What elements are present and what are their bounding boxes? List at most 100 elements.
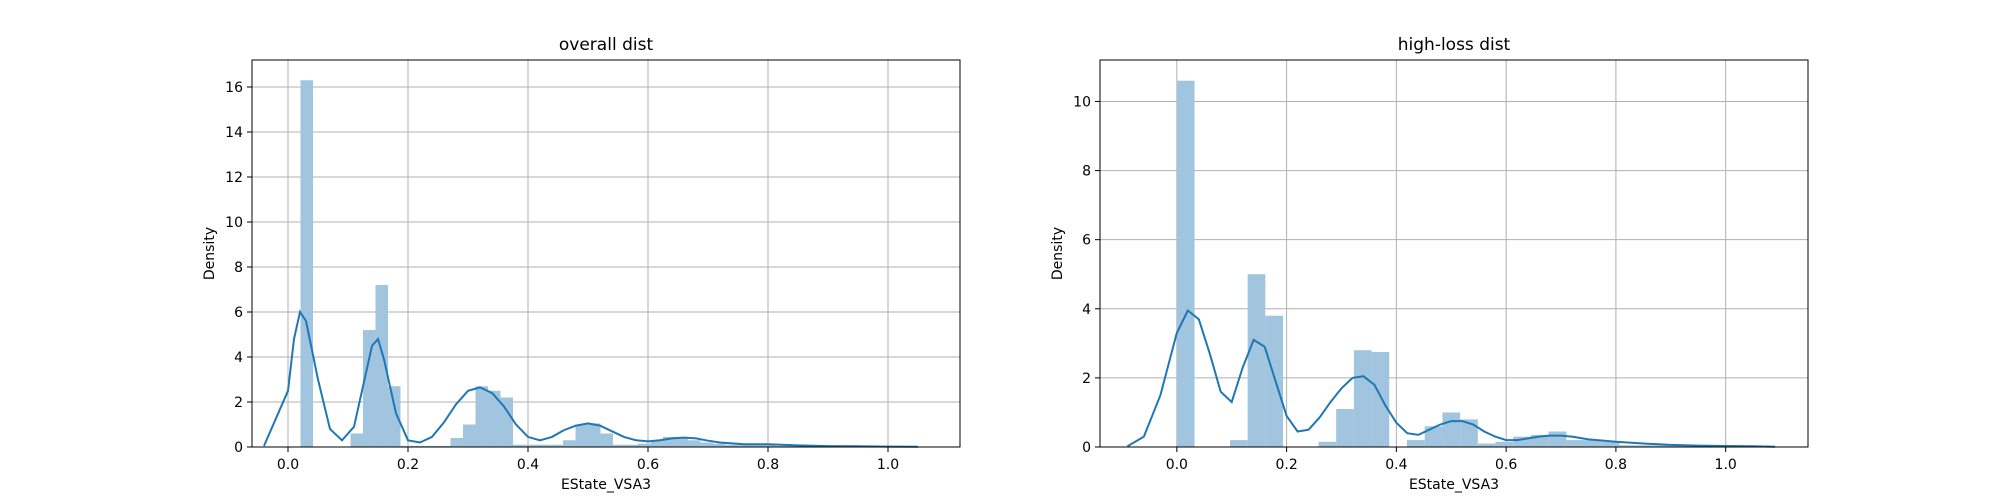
histogram-bar [525, 444, 539, 447]
histogram-bar [1424, 426, 1443, 447]
x-tick-label: 0.4 [517, 457, 539, 473]
histogram-bar [400, 445, 413, 447]
x-tick-label: 0.4 [1385, 457, 1407, 473]
histogram-bar [1601, 441, 1620, 447]
axes-frame [251, 59, 961, 448]
histogram-bar [1371, 351, 1390, 447]
y-ticks: 0 2 4 6 8 10 [1073, 94, 1100, 456]
histogram-bar [562, 440, 576, 447]
histogram-bar [500, 397, 513, 447]
histogram-bar [1513, 436, 1531, 447]
histogram-bar [1265, 315, 1284, 447]
histogram-bar [1477, 443, 1496, 447]
histogram-bar [1318, 441, 1337, 447]
histogram-bar [513, 444, 526, 447]
x-ticks: 0.0 0.2 0.4 0.6 0.8 1.0 [277, 447, 899, 473]
y-tick-label: 6 [1082, 233, 1091, 249]
histogram-bar [388, 386, 401, 447]
histogram-bar [750, 444, 764, 447]
histogram-bar [1495, 441, 1514, 447]
high-loss-dist-chart: 0.0 0.2 0.4 0.6 0.8 1.0 0 2 4 6 8 10 high-loss dist E… [1050, 35, 1809, 493]
histogram-bar [1353, 350, 1372, 447]
histogram-bar [463, 424, 476, 447]
x-tick-label: 0.8 [1605, 457, 1627, 473]
x-tick-label: 0.6 [1495, 457, 1517, 473]
x-axis-label: EState_VSA3 [1409, 477, 1499, 493]
histogram-bar [1247, 274, 1266, 447]
y-tick-label: 2 [234, 395, 243, 411]
grid-lines [252, 60, 960, 448]
histogram-bars [300, 80, 888, 447]
histogram-bar [613, 444, 626, 447]
histogram-bars [1176, 80, 1726, 447]
y-tick-label: 0 [1082, 440, 1091, 456]
histogram-bar [600, 433, 614, 447]
kde-line [263, 309, 919, 448]
histogram-bar [1229, 440, 1248, 447]
y-tick-label: 2 [1082, 371, 1091, 387]
x-tick-label: 0.0 [277, 457, 299, 473]
histogram-bar [650, 440, 663, 447]
y-tick-label: 14 [225, 125, 243, 141]
histogram-bar [375, 285, 389, 447]
y-axis-label: Density [1050, 227, 1066, 280]
histogram-bar [738, 444, 751, 447]
histogram-bar [775, 445, 788, 447]
histogram-bar [700, 442, 713, 447]
y-tick-label: 8 [234, 260, 243, 276]
y-tick-label: 16 [225, 80, 243, 96]
histogram-bar [637, 443, 651, 447]
chart-title: overall dist [559, 35, 654, 55]
x-axis-label: EState_VSA3 [561, 477, 651, 493]
histogram-bar [487, 390, 501, 447]
histogram-bar [1176, 80, 1195, 447]
y-tick-label: 8 [1082, 164, 1091, 180]
axes-frame [1099, 59, 1809, 448]
histogram-bar [1407, 440, 1425, 447]
y-tick-label: 6 [234, 305, 243, 321]
histogram-bar [1336, 408, 1354, 447]
histogram-bar [475, 386, 488, 447]
y-tick-label: 10 [225, 215, 243, 231]
x-tick-label: 1.0 [1715, 457, 1737, 473]
histogram-bar [725, 444, 738, 447]
y-tick-label: 4 [234, 350, 243, 366]
y-tick-label: 0 [234, 440, 243, 456]
histogram-bar [450, 438, 464, 447]
histogram-bar [425, 445, 438, 447]
histogram-bar [763, 444, 776, 447]
histogram-bar [787, 445, 801, 447]
y-axis-label: Density [202, 227, 218, 280]
histogram-bar [712, 443, 726, 447]
histogram-bar [438, 445, 451, 447]
histogram-bar [363, 330, 376, 447]
kde-line [1126, 308, 1776, 448]
histogram-bar [1637, 445, 1655, 447]
x-tick-label: 0.6 [637, 457, 659, 473]
y-ticks: 0 2 4 6 8 10 12 14 16 [225, 80, 252, 456]
x-tick-label: 0.2 [1275, 457, 1297, 473]
histogram-bar [1584, 440, 1602, 447]
x-tick-label: 1.0 [877, 457, 899, 473]
histogram-bar [688, 440, 701, 447]
histogram-bar [550, 444, 563, 447]
histogram-bar [412, 445, 426, 447]
x-tick-label: 0.0 [1166, 457, 1188, 473]
histogram-bar [1654, 445, 1673, 447]
x-ticks: 0.0 0.2 0.4 0.6 0.8 1.0 [1166, 447, 1737, 473]
histogram-bar [1442, 412, 1461, 447]
histogram-bar [675, 436, 689, 447]
grid-lines [1100, 60, 1808, 448]
overall-dist-chart: 0.0 0.2 0.4 0.6 0.8 1.0 0 2 4 6 8 10 12 14 16 overall d… [202, 35, 961, 493]
histogram-bar [1548, 431, 1567, 447]
histogram-bar [1619, 445, 1638, 447]
histogram-bar [1566, 440, 1585, 447]
x-tick-label: 0.8 [757, 457, 779, 473]
histogram-bar [350, 433, 363, 447]
histogram-bar [663, 436, 676, 447]
histogram-bar [588, 423, 601, 447]
histogram-bar [538, 444, 551, 447]
histogram-bar [300, 80, 314, 447]
histogram-bar [575, 424, 588, 447]
